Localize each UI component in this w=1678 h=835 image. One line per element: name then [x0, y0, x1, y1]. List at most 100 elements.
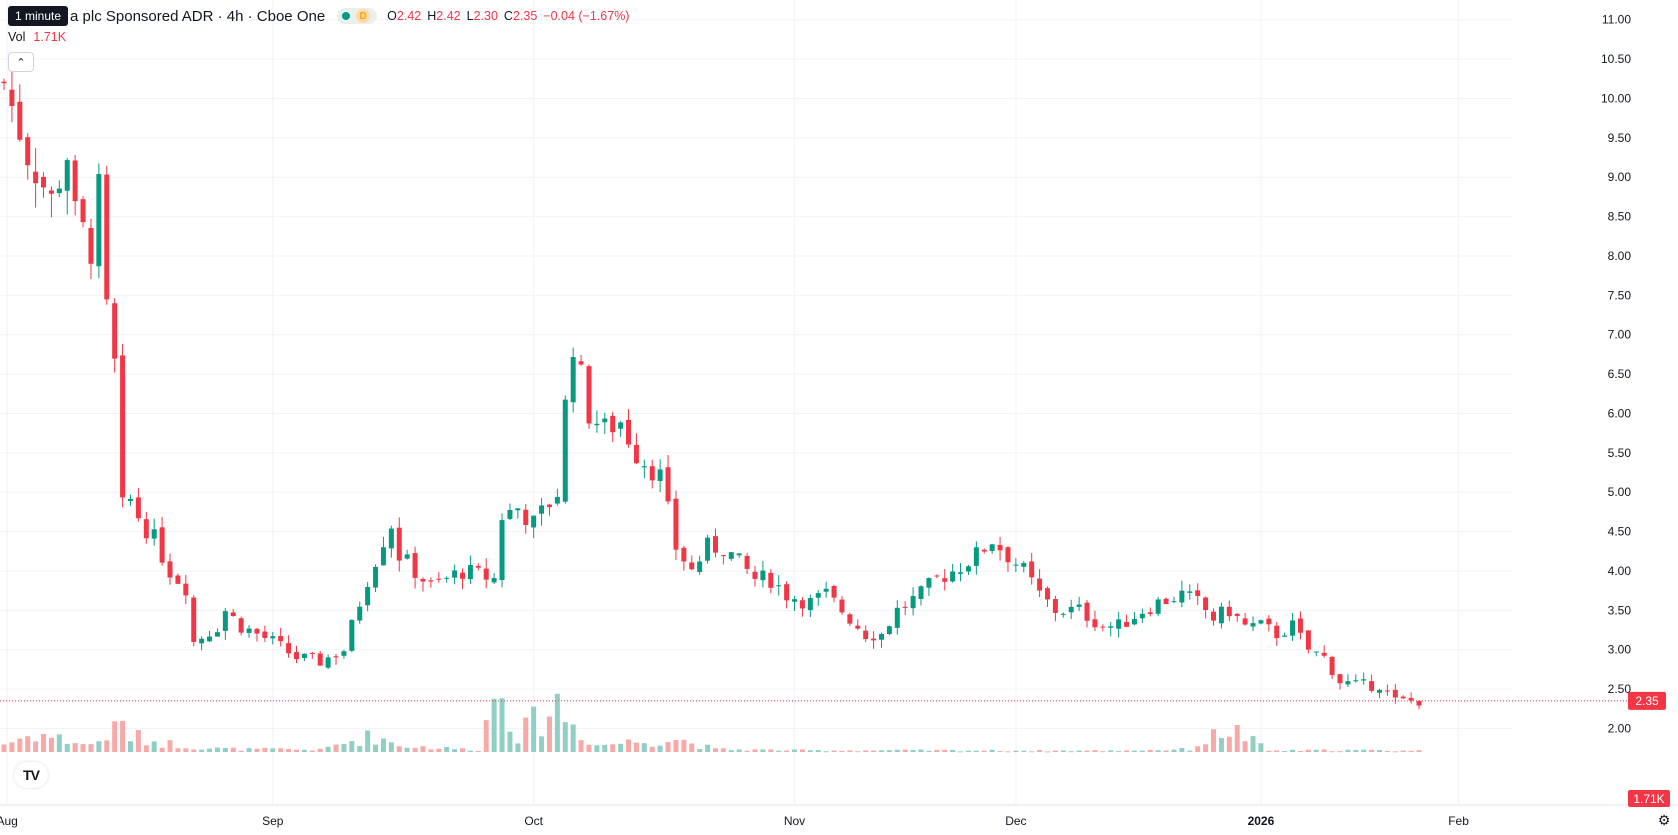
volume-bar [467, 750, 473, 752]
candle-body [1100, 626, 1106, 628]
volume-bar [958, 751, 964, 753]
candle-body [997, 544, 1003, 551]
volume-bar [388, 742, 394, 752]
volume-bar [981, 750, 987, 752]
volume-bar [1084, 750, 1090, 752]
candle-body [673, 498, 679, 550]
candle-body [871, 638, 877, 641]
candle-body [1329, 656, 1335, 676]
candle-body [452, 570, 458, 578]
volume-bar [689, 743, 695, 752]
tradingview-logo-icon[interactable]: TV [14, 762, 48, 788]
candle-body [222, 611, 228, 631]
y-tick-label: 2.00 [1608, 721, 1632, 735]
volume-bar [934, 749, 940, 752]
volume-bar [1297, 750, 1303, 752]
volume-bar [989, 749, 995, 752]
x-tick-label: Dec [1005, 814, 1026, 828]
candle-body [792, 599, 798, 602]
candle-body [989, 544, 995, 551]
candle-body [467, 564, 473, 580]
y-tick-label: 10.50 [1601, 52, 1631, 66]
y-tick-label: 3.50 [1608, 603, 1632, 617]
volume-bar [333, 744, 339, 752]
candle-body [1313, 651, 1319, 653]
volume-bar [515, 743, 521, 752]
volume-bar [254, 748, 260, 752]
volume-bar [1290, 749, 1296, 752]
volume-bar [357, 745, 363, 752]
gear-icon[interactable]: ⚙ [1657, 812, 1671, 828]
volume-bar [1377, 750, 1383, 752]
candle-body [752, 571, 758, 579]
volume-bar [301, 749, 307, 752]
volume-bar [483, 720, 489, 752]
x-tick-label: 2026 [1248, 814, 1275, 828]
candle-body [120, 355, 126, 498]
candle-body [878, 633, 884, 640]
volume-bar [1, 744, 7, 752]
volume-bar [878, 750, 884, 752]
y-tick-label: 5.50 [1608, 446, 1632, 460]
candle-body [1084, 602, 1090, 621]
candle-body [1305, 630, 1311, 650]
volume-bar [1092, 750, 1098, 752]
candle-body [1013, 564, 1019, 566]
collapse-legend-button[interactable]: ⌃ [8, 52, 34, 72]
volume-bar [863, 750, 869, 752]
volume-bar [1337, 751, 1343, 753]
volume-bar [1353, 750, 1359, 752]
candle-body [507, 509, 513, 519]
volume-bar [1384, 750, 1390, 752]
candle-body [1021, 563, 1027, 567]
candle-body [373, 566, 379, 588]
volume-bar [1282, 750, 1288, 752]
y-tick-label: 10.00 [1601, 91, 1631, 105]
candle-body [1108, 626, 1114, 628]
volume-bar [286, 748, 292, 752]
volume-bar [33, 741, 39, 752]
candle-body [712, 536, 718, 553]
volume-bar [88, 744, 94, 752]
candle-body [799, 600, 805, 609]
volume-bar [1037, 749, 1043, 752]
volume-bar [199, 749, 205, 752]
volume-bar [428, 749, 434, 752]
volume-bar [1408, 750, 1414, 752]
volume-bar [373, 744, 379, 752]
volume-bar [752, 749, 758, 752]
candle-body [112, 303, 118, 359]
market-status[interactable]: D [337, 8, 378, 24]
candle-body [926, 578, 932, 588]
candle-body [784, 584, 790, 601]
candle-body [1139, 613, 1145, 619]
candle-body [238, 618, 244, 633]
candle-body [191, 597, 197, 642]
volume-bar [9, 742, 15, 752]
symbol-title[interactable]: a plc Sponsored ADR · 4h · Cboe One [70, 7, 326, 25]
y-tick-label: 5.00 [1608, 485, 1632, 499]
volume-bar [831, 750, 837, 752]
volume-bar [815, 749, 821, 752]
volume-bar [1155, 750, 1161, 752]
candle-body [586, 366, 592, 424]
volume-bar [1203, 744, 1209, 752]
candle-body [1044, 588, 1050, 600]
candle-body [1345, 681, 1351, 685]
volume-bar [1021, 750, 1027, 752]
volume-bar [673, 739, 679, 752]
volume-bar [736, 749, 742, 752]
candle-body [578, 361, 584, 365]
candle-body [1052, 599, 1058, 613]
candle-body [918, 586, 924, 599]
volume-bar [1321, 749, 1327, 752]
candle-body [1195, 590, 1201, 596]
candle-body [1369, 681, 1375, 691]
candle-body [1408, 698, 1414, 701]
delayed-data-icon: D [356, 9, 371, 23]
volume-bar [705, 744, 711, 752]
volume-bar [1068, 751, 1074, 753]
candle-body [539, 505, 545, 514]
